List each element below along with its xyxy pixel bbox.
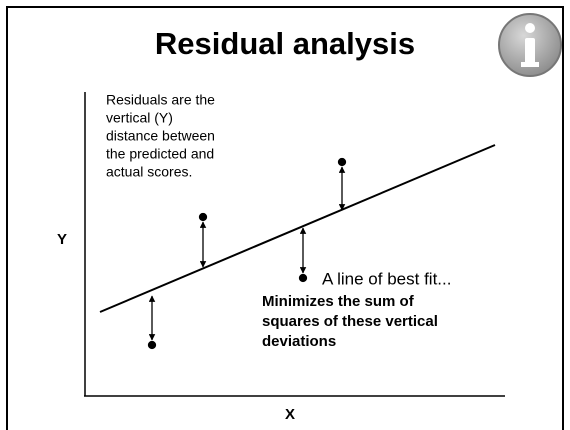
x-axis-label: X (285, 406, 295, 423)
text-line: distance between (106, 128, 215, 144)
fit-label: A line of best fit... (322, 269, 451, 288)
axes (84, 92, 505, 397)
title: Residual analysis (155, 26, 415, 61)
fit-note: Minimizes the sum of squares of these ver… (262, 293, 438, 350)
y-axis-label: Y (57, 231, 67, 248)
slide-frame (6, 6, 564, 430)
text-line: the predicted and (106, 146, 214, 162)
text-line: squares of these vertical (262, 313, 438, 330)
residuals (147, 157, 347, 350)
text-line: deviations (262, 333, 336, 350)
residual-note: Residuals are the vertical (Y) distance be… (106, 92, 215, 180)
text-line: Minimizes the sum of (262, 293, 415, 310)
info-icon (498, 13, 562, 77)
text-line: vertical (Y) (106, 110, 173, 126)
fit-line (99, 144, 496, 313)
text-line: actual scores. (106, 164, 192, 180)
text-line: Residuals are the (106, 92, 215, 108)
